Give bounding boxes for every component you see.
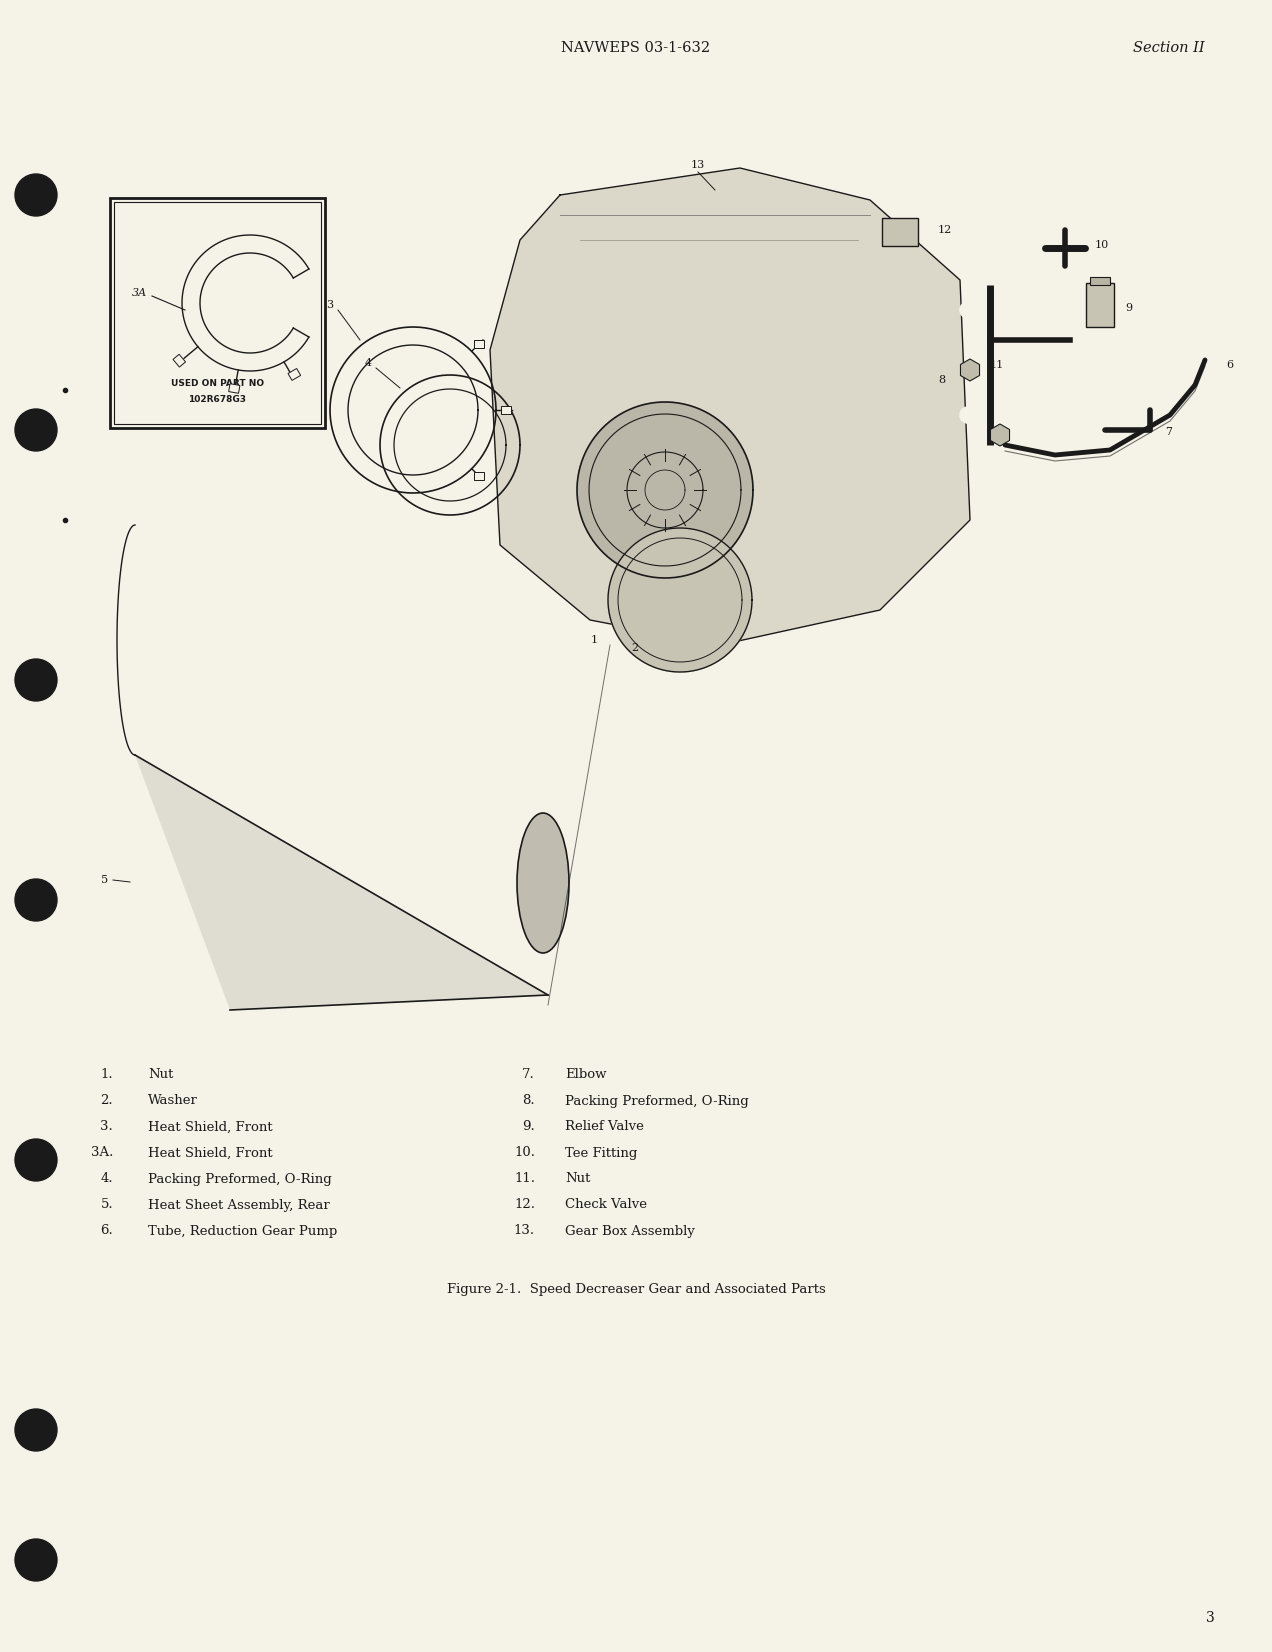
Text: Nut: Nut — [148, 1069, 173, 1082]
Text: Gear Box Assembly: Gear Box Assembly — [565, 1224, 695, 1237]
Text: 1: 1 — [590, 634, 598, 644]
Circle shape — [15, 1138, 57, 1181]
Text: Packing Preformed, O-Ring: Packing Preformed, O-Ring — [565, 1095, 749, 1107]
Circle shape — [960, 406, 976, 423]
Circle shape — [15, 1540, 57, 1581]
Text: 7: 7 — [1165, 426, 1172, 438]
Circle shape — [15, 1409, 57, 1450]
Text: 7.: 7. — [523, 1069, 536, 1082]
Text: 2.: 2. — [100, 1095, 113, 1107]
Text: 13.: 13. — [514, 1224, 536, 1237]
Polygon shape — [960, 358, 979, 382]
Text: 5.: 5. — [100, 1198, 113, 1211]
Text: 4.: 4. — [100, 1173, 113, 1186]
Text: 3.: 3. — [100, 1120, 113, 1133]
Text: Tube, Reduction Gear Pump: Tube, Reduction Gear Pump — [148, 1224, 337, 1237]
Circle shape — [15, 173, 57, 216]
Text: 5: 5 — [102, 876, 108, 885]
Text: USED ON PART NO: USED ON PART NO — [170, 380, 265, 388]
Polygon shape — [135, 755, 548, 1009]
Bar — [473, 340, 483, 349]
Bar — [109, 198, 326, 428]
Text: Packing Preformed, O-Ring: Packing Preformed, O-Ring — [148, 1173, 332, 1186]
Text: Relief Valve: Relief Valve — [565, 1120, 644, 1133]
Bar — [501, 406, 511, 415]
Text: Nut: Nut — [565, 1173, 590, 1186]
Text: Elbow: Elbow — [565, 1069, 607, 1082]
Text: 4: 4 — [365, 358, 371, 368]
Text: Washer: Washer — [148, 1095, 198, 1107]
Text: Tee Fitting: Tee Fitting — [565, 1146, 637, 1160]
Circle shape — [15, 879, 57, 922]
Text: 11: 11 — [990, 360, 1005, 370]
Text: 12.: 12. — [514, 1198, 536, 1211]
Text: 2: 2 — [631, 643, 639, 653]
Text: 9: 9 — [1124, 302, 1132, 312]
Text: 3: 3 — [327, 301, 333, 311]
Text: Section II: Section II — [1133, 41, 1205, 55]
Text: 3A: 3A — [132, 287, 148, 297]
Circle shape — [15, 659, 57, 700]
Polygon shape — [608, 529, 752, 672]
Text: 9.: 9. — [523, 1120, 536, 1133]
Text: NAVWEPS 03-1-632: NAVWEPS 03-1-632 — [561, 41, 711, 55]
Text: 3A.: 3A. — [90, 1146, 113, 1160]
Text: 11.: 11. — [514, 1173, 536, 1186]
Text: 13: 13 — [691, 160, 705, 170]
Text: 102R678G3: 102R678G3 — [188, 395, 247, 405]
Polygon shape — [991, 425, 1010, 446]
Polygon shape — [490, 169, 971, 644]
Bar — [173, 354, 186, 367]
Text: Figure 2-1.  Speed Decreaser Gear and Associated Parts: Figure 2-1. Speed Decreaser Gear and Ass… — [446, 1282, 826, 1295]
Ellipse shape — [516, 813, 569, 953]
Circle shape — [15, 410, 57, 451]
Bar — [473, 472, 483, 479]
Text: 12: 12 — [937, 225, 953, 235]
Text: 3: 3 — [1206, 1611, 1215, 1626]
Text: 1.: 1. — [100, 1069, 113, 1082]
Text: 8: 8 — [937, 375, 945, 385]
Circle shape — [960, 302, 976, 317]
Text: 8.: 8. — [523, 1095, 536, 1107]
Bar — [1086, 282, 1114, 327]
Text: 6: 6 — [1226, 360, 1234, 370]
Bar — [1090, 278, 1110, 286]
Polygon shape — [577, 401, 753, 578]
Bar — [881, 218, 918, 246]
Text: 6.: 6. — [100, 1224, 113, 1237]
Text: 10: 10 — [1095, 240, 1109, 249]
Text: Check Valve: Check Valve — [565, 1198, 647, 1211]
Text: Heat Shield, Front: Heat Shield, Front — [148, 1146, 272, 1160]
Text: Heat Shield, Front: Heat Shield, Front — [148, 1120, 272, 1133]
Bar — [229, 383, 240, 393]
Text: Heat Sheet Assembly, Rear: Heat Sheet Assembly, Rear — [148, 1198, 329, 1211]
Text: 10.: 10. — [514, 1146, 536, 1160]
Bar — [287, 368, 300, 380]
Bar — [114, 202, 321, 425]
